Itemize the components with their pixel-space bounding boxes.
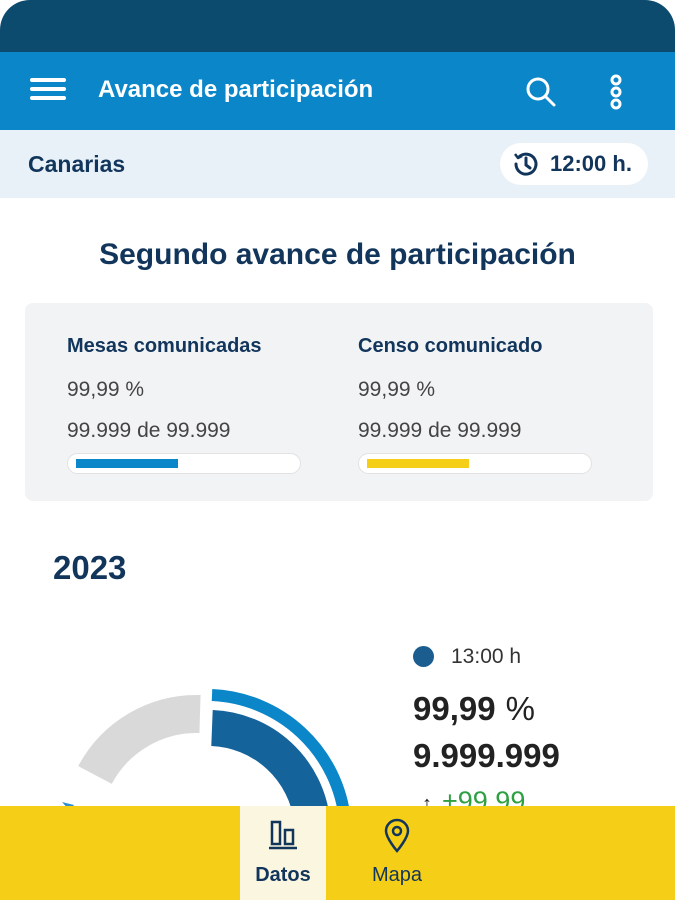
- bottom-nav: Datos Mapa: [0, 806, 675, 900]
- bar-chart-icon: [269, 820, 297, 850]
- percent-unit: %: [505, 690, 535, 727]
- stat-percent: 99,99 %: [67, 378, 145, 401]
- percent-value: 99,99: [413, 690, 496, 727]
- search-glyph: [526, 77, 556, 107]
- up-arrow-icon: ↑: [422, 793, 432, 815]
- nav-mapa[interactable]: Mapa: [354, 806, 440, 900]
- progress-bar: [358, 453, 592, 474]
- search-icon[interactable]: [523, 74, 559, 110]
- stat-percent: 99,99 %: [358, 378, 436, 401]
- nav-datos[interactable]: Datos: [240, 806, 326, 900]
- menu-line: [30, 96, 66, 100]
- time-selector[interactable]: 12:00 h.: [500, 143, 648, 185]
- progress-fill: [367, 459, 469, 468]
- clock-history-icon: [514, 152, 538, 176]
- donut-grey-arc: [78, 694, 201, 785]
- participation-donut-chart: [62, 689, 351, 820]
- legend-time: 13:00 h: [451, 645, 522, 668]
- menu-line: [30, 78, 66, 82]
- stat-label: Censo comunicado: [358, 335, 543, 357]
- nav-mapa-label: Mapa: [371, 864, 423, 886]
- more-vertical-icon[interactable]: [604, 72, 628, 112]
- time-label: 12:00 h.: [550, 151, 632, 176]
- stats-card: Mesas comunicadas 99,99 % 99.999 de 99.9…: [25, 303, 653, 501]
- status-bar: [0, 0, 675, 56]
- participation-percent: 99,99%: [413, 690, 535, 728]
- participation-total: 9.999.999: [413, 737, 560, 774]
- app-bar: Avance de participación: [0, 52, 675, 130]
- map-pin-icon: [384, 818, 410, 853]
- progress-bar: [67, 453, 301, 474]
- stat-count: 99.999 de 99.999: [67, 419, 231, 442]
- legend-dot: [413, 646, 434, 667]
- stat-label: Mesas comunicadas: [67, 335, 262, 357]
- nav-datos-label: Datos: [255, 864, 311, 886]
- donut-outer-blue-arc: [211, 689, 351, 820]
- progress-fill: [76, 459, 178, 468]
- page-title: Avance de participación: [98, 76, 374, 103]
- year-heading: 2023: [53, 549, 127, 586]
- stat-count: 99.999 de 99.999: [358, 419, 522, 442]
- donut-navy-arc: [210, 710, 330, 820]
- menu-line: [30, 87, 66, 91]
- region-name: Canarias: [28, 151, 126, 177]
- section-title: Segundo avance de participación: [99, 238, 576, 271]
- more-glyph: [610, 74, 622, 110]
- hamburger-menu-icon[interactable]: [30, 74, 66, 110]
